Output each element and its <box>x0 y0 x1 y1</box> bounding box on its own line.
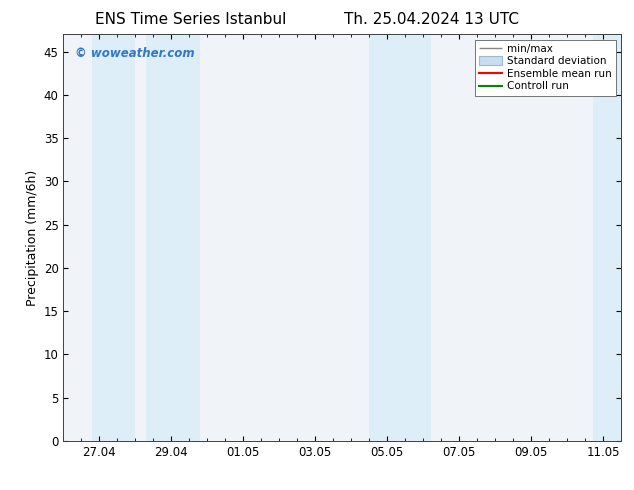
Text: © woweather.com: © woweather.com <box>75 47 194 59</box>
Bar <box>370 34 398 441</box>
Legend: min/max, Standard deviation, Ensemble mean run, Controll run: min/max, Standard deviation, Ensemble me… <box>475 40 616 96</box>
Bar <box>92 34 136 441</box>
Text: ENS Time Series Istanbul: ENS Time Series Istanbul <box>94 12 286 27</box>
Text: Th. 25.04.2024 13 UTC: Th. 25.04.2024 13 UTC <box>344 12 519 27</box>
Y-axis label: Precipitation (mm/6h): Precipitation (mm/6h) <box>27 170 39 306</box>
Bar <box>146 34 200 441</box>
Bar <box>398 34 430 441</box>
Bar <box>593 34 621 441</box>
